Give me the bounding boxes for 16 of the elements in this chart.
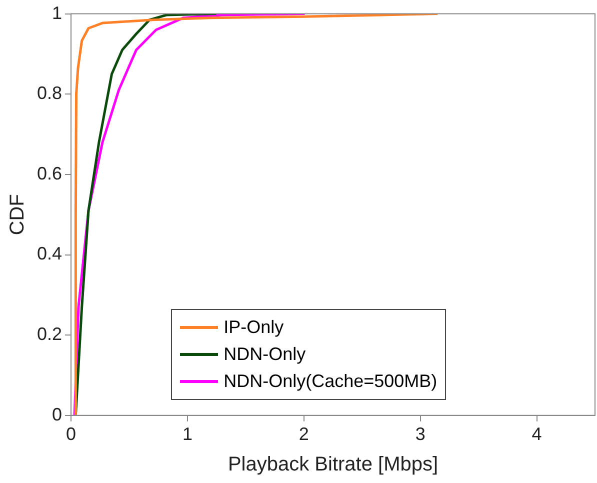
x-tick-label: 3: [415, 424, 426, 444]
x-tick-label: 2: [298, 424, 309, 444]
x-tick-label: 4: [532, 424, 542, 444]
legend-label: NDN-Only: [224, 344, 306, 366]
y-tick-label: 0.4: [36, 244, 62, 264]
y-tick-label: 0: [52, 404, 62, 424]
y-tick-label: 0.6: [36, 163, 62, 184]
y-tick-label: 0.2: [36, 324, 62, 344]
y-axis-title: CDF: [6, 194, 29, 236]
legend-label: NDN-Only(Cache=500MB): [224, 371, 438, 392]
x-axis-title: Playback Bitrate [Mbps]: [228, 454, 438, 476]
y-tick-label: 0.8: [36, 83, 62, 104]
x-tick-label: 0: [66, 424, 76, 444]
x-tick-label: 1: [182, 424, 192, 444]
y-tick-label: 1: [52, 2, 62, 23]
legend-label: IP-Only: [224, 317, 284, 338]
